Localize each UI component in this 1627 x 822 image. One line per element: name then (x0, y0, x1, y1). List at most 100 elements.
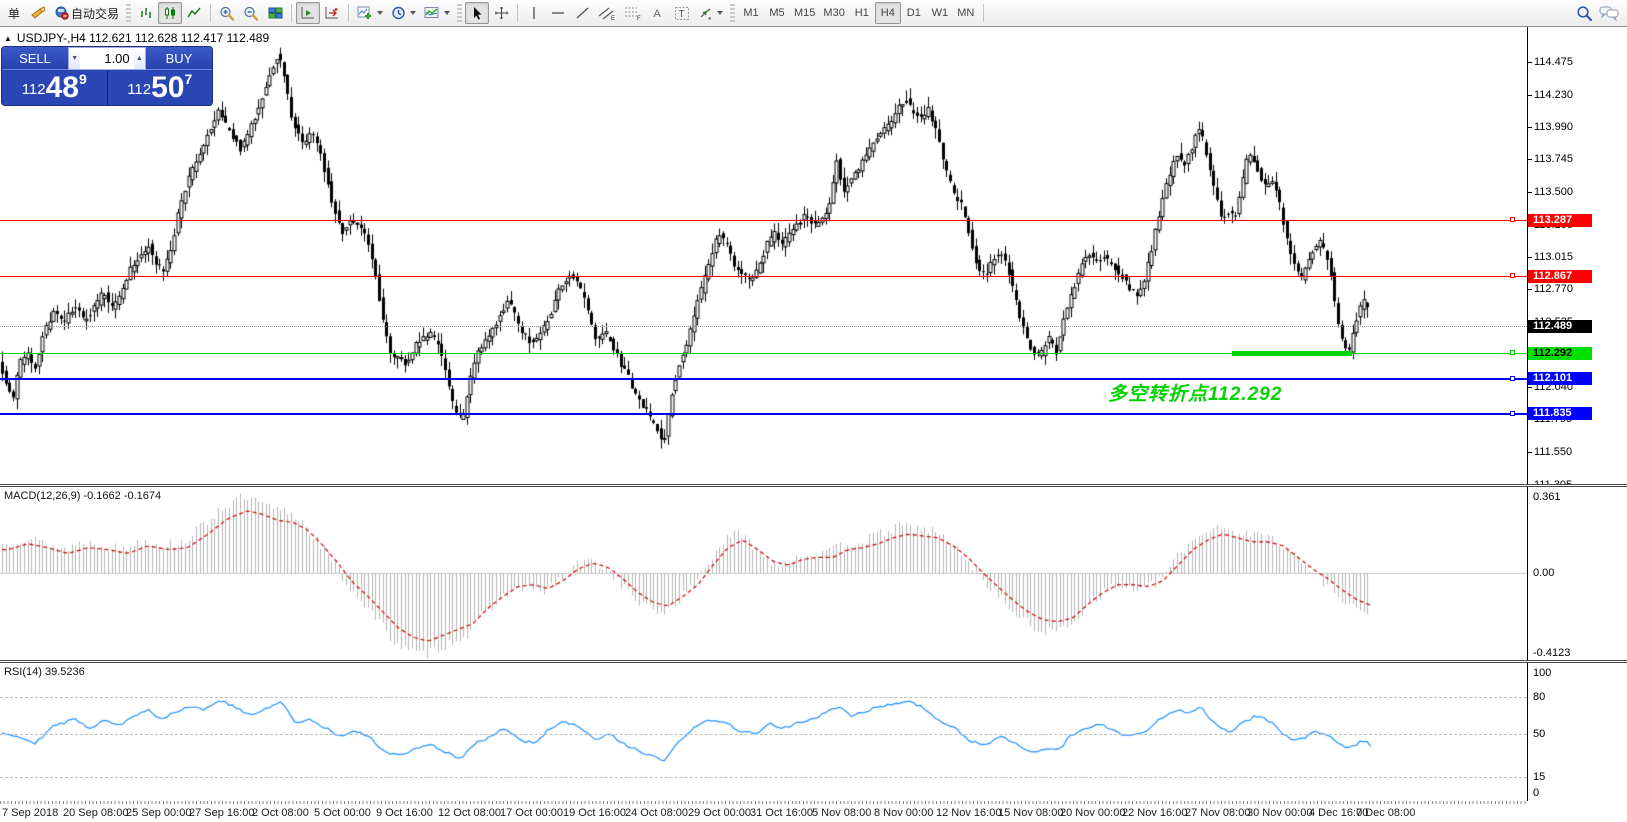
timeframe-m15[interactable]: M15 (794, 7, 816, 19)
indicators-button[interactable] (353, 2, 387, 24)
time-label: 5 Oct 00:00 (314, 807, 371, 819)
toolbar-grip[interactable] (730, 4, 736, 22)
svg-text:A: A (654, 8, 662, 20)
line-chart-button[interactable] (182, 2, 206, 24)
axis-tick-label: 112.770 (1534, 283, 1573, 296)
gold-horn-icon (31, 6, 46, 19)
auto-trading-button[interactable]: 自动交易 (50, 2, 123, 24)
arrows-tool[interactable] (694, 2, 727, 24)
tile-windows-icon (268, 7, 283, 19)
volume-increase-button[interactable]: ▲ (133, 48, 145, 69)
rsi-level-80-line (0, 697, 1527, 698)
auto-scroll-button[interactable] (296, 2, 321, 24)
time-label: 22 Nov 16:00 (1122, 807, 1188, 819)
timeframe-mn[interactable]: MN (957, 7, 975, 19)
toolbar-grip[interactable] (457, 4, 463, 22)
time-label: 7 Dec 08:00 (1356, 807, 1416, 819)
time-label: 4 Dec 16:00 (1309, 807, 1369, 819)
timeframe-d1[interactable]: D1 (906, 7, 921, 19)
chart-shift-button[interactable] (320, 2, 344, 24)
zoom-out-button[interactable] (239, 2, 263, 24)
vertical-line-tool[interactable] (522, 2, 546, 24)
pane-separator[interactable] (0, 484, 1627, 487)
axis-tick-label: 113.500 (1534, 185, 1573, 198)
clock-icon (392, 6, 405, 20)
time-label: 27 Nov 08:00 (1185, 807, 1251, 819)
toolbar-separator (982, 4, 984, 22)
level-line-112.101[interactable] (0, 377, 1527, 380)
level-line-handle[interactable] (1510, 350, 1515, 356)
volume-decrease-button[interactable]: ▼ (69, 48, 81, 69)
timeframe-m30[interactable]: M30 (823, 7, 845, 19)
trendline-tool[interactable] (570, 2, 594, 24)
text-tool[interactable]: A (646, 2, 670, 24)
level-line-111.835[interactable] (0, 412, 1527, 415)
templates-button[interactable] (420, 2, 454, 24)
subwindow-collapse-icon[interactable]: ▲ (4, 33, 12, 43)
macd-axis-min: -0.4123 (1533, 647, 1571, 659)
cursor-tool-button[interactable] (465, 2, 490, 24)
candlestick-chart-button[interactable] (158, 2, 183, 24)
axis-tick-label: 111.550 (1534, 445, 1573, 458)
sell-price[interactable]: 112 48 9 (2, 70, 108, 105)
horizontal-line-tool[interactable] (546, 2, 570, 24)
level-line-thick-segment[interactable] (1232, 350, 1352, 356)
zoom-in-button[interactable] (215, 2, 239, 24)
search-icon[interactable] (1576, 5, 1593, 22)
volume-input[interactable] (80, 48, 134, 69)
tile-windows-button[interactable] (263, 2, 287, 24)
rsi-axis-15: 15 (1533, 771, 1546, 783)
auto-scroll-icon (301, 7, 315, 19)
timeframe-h1[interactable]: H1 (854, 7, 869, 19)
bar-chart-icon (140, 8, 151, 18)
timeframe-m1[interactable]: M1 (743, 7, 759, 19)
fibonacci-tool[interactable]: F (620, 2, 646, 24)
equidistant-channel-tool[interactable]: E (594, 2, 620, 24)
rsi-axis-0: 0 (1533, 787, 1540, 799)
timeframe-w1[interactable]: W1 (931, 7, 949, 19)
axis-tick-mark (1527, 451, 1532, 453)
level-line-112.867[interactable] (0, 275, 1527, 277)
level-line-handle[interactable] (1510, 273, 1515, 279)
level-line-112.489[interactable] (0, 326, 1527, 328)
macd-chart-canvas[interactable] (0, 487, 1527, 660)
sell-button[interactable]: SELL (2, 47, 68, 70)
level-line-113.287[interactable] (0, 219, 1527, 221)
chat-icon[interactable] (1599, 5, 1619, 21)
chart-title: ▲ USDJPY-,H4 112.621 112.628 112.417 112… (4, 31, 269, 45)
rsi-chart-canvas[interactable] (0, 663, 1527, 801)
time-ruler[interactable] (0, 801, 1527, 804)
bar-chart-button[interactable] (134, 2, 158, 24)
new-order-button[interactable]: 单 (7, 6, 20, 21)
timeframe-m5[interactable]: M5 (769, 7, 785, 19)
svg-text:T: T (679, 9, 685, 20)
toolbar-grip[interactable] (126, 4, 132, 22)
text-label-tool[interactable]: T (670, 2, 694, 24)
price-tag-113.287: 113.287 (1528, 213, 1592, 227)
pane-separator[interactable] (0, 660, 1627, 663)
price-tag-112.867: 112.867 (1528, 269, 1592, 283)
svg-text:F: F (637, 16, 641, 21)
buy-button[interactable]: BUY (146, 47, 212, 70)
axis-tick-mark (1527, 191, 1532, 193)
metaeditor-icon[interactable] (26, 2, 50, 24)
candlestick-chart-canvas[interactable] (0, 27, 1527, 484)
time-label: 12 Nov 16:00 (936, 807, 1002, 819)
crosshair-tool-button[interactable] (489, 2, 513, 24)
macd-axis-max: 0.361 (1533, 491, 1561, 503)
level-line-handle[interactable] (1510, 410, 1515, 416)
time-label: 31 Oct 16:00 (750, 807, 813, 819)
periods-button[interactable] (387, 2, 420, 24)
timeframe-h4[interactable]: H4 (874, 2, 901, 24)
turning-point-annotation[interactable]: 多空转折点112.292 (1108, 384, 1283, 405)
level-line-112.292[interactable] (0, 352, 1527, 354)
vertical-line-icon (533, 7, 535, 19)
level-line-handle[interactable] (1510, 217, 1515, 223)
sell-price-pips: 48 (45, 71, 79, 104)
time-label: 27 Sep 16:00 (189, 807, 255, 819)
buy-price[interactable]: 112 50 7 (108, 70, 213, 105)
trendline-icon (576, 7, 588, 19)
level-line-handle[interactable] (1510, 375, 1515, 381)
add-indicator-icon (357, 6, 372, 19)
buy-price-pips: 50 (151, 71, 185, 104)
